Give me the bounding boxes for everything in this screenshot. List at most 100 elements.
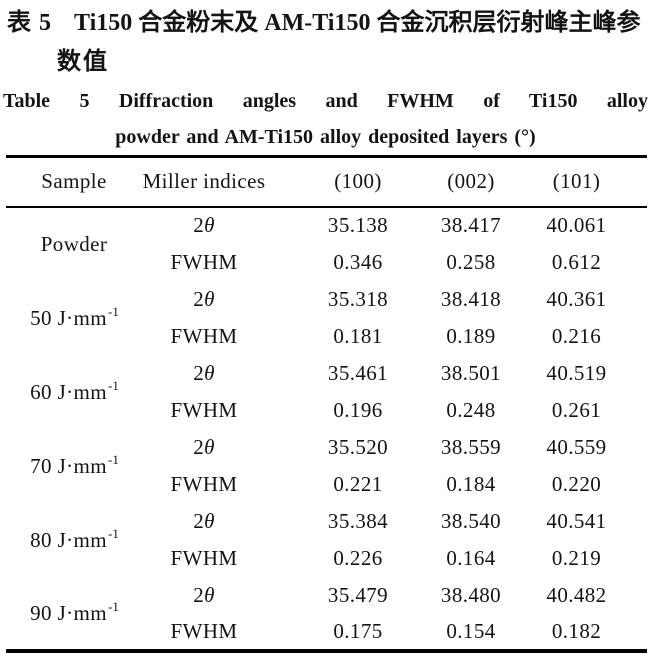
sample-cell: 80 J·mm-1 [6, 503, 142, 577]
table-row-2theta-0: Powder 2θ 35.138 38.417 40.061 [6, 207, 647, 256]
two-theta-number: 2 [193, 582, 205, 607]
two-theta-symbol: θ [204, 582, 215, 607]
caption-zh-line1: 表 5 Ti150 合金粉末及 AM-Ti150 合金沉积层衍射峰主峰参 [7, 5, 647, 43]
value-cell-2theta: 38.480 [440, 582, 502, 607]
header-101: (101) [552, 169, 601, 194]
sample-label: Powder [40, 231, 108, 256]
table-row-2theta-4: 80 J·mm-1 2θ 35.384 38.540 40.541 [6, 503, 647, 552]
value-cell-fwhm: 0.248 [446, 397, 496, 422]
value-cell-2theta: 35.520 [327, 434, 389, 459]
value-cell-fwhm: 0.181 [333, 323, 383, 348]
two-theta-symbol: θ [204, 360, 215, 385]
value-cell-2theta: 40.519 [546, 360, 607, 385]
value-cell-fwhm: 0.219 [551, 545, 602, 570]
row-label-fwhm: FWHM [170, 471, 238, 496]
sample-label: 90 J·mm [30, 600, 108, 625]
sample-cell: 70 J·mm-1 [6, 429, 142, 503]
value-cell-fwhm: 0.175 [333, 618, 383, 643]
header-sample: Sample [41, 169, 107, 194]
table-row-2theta-3: 70 J·mm-1 2θ 35.520 38.559 40.559 [6, 429, 647, 478]
value-cell-fwhm: 0.164 [446, 545, 496, 570]
value-cell-fwhm: 0.184 [446, 471, 496, 496]
value-cell-fwhm: 0.261 [551, 397, 602, 422]
sample-cell: 90 J·mm-1 [6, 577, 142, 651]
row-label-2theta: 2θ [142, 207, 266, 244]
row-label-2theta: 2θ [142, 577, 266, 614]
value-cell-fwhm: 0.196 [333, 397, 383, 422]
value-cell-fwhm: 0.182 [551, 618, 602, 643]
table-row-fwhm-3: FWHM 0.221 0.184 0.220 [6, 466, 647, 503]
row-label-fwhm: FWHM [170, 545, 238, 570]
value-cell-2theta: 40.361 [546, 286, 607, 311]
sample-exponent: -1 [108, 377, 119, 393]
row-label-fwhm: FWHM [170, 618, 238, 643]
value-cell-fwhm: 0.154 [446, 618, 496, 643]
two-theta-symbol: θ [204, 434, 215, 459]
table-header-row: Sample Miller indices (100) (002) (101) [6, 157, 647, 207]
sample-label: 60 J·mm [30, 379, 108, 404]
sample-cell: 50 J·mm-1 [6, 281, 142, 355]
sample-exponent: -1 [108, 525, 119, 541]
sample-label: 50 J·mm [30, 305, 108, 330]
sample-label: 80 J·mm [30, 527, 108, 552]
table-row-fwhm-5: FWHM 0.175 0.154 0.182 [6, 614, 647, 651]
header-miller-indices: Miller indices [142, 169, 266, 194]
value-cell-fwhm: 0.221 [333, 471, 383, 496]
sample-label: 70 J·mm [30, 453, 108, 478]
caption-zh-text: Ti150 合金粉末及 AM-Ti150 合金沉积层衍射峰主峰参 [74, 10, 641, 36]
sample-exponent: -1 [108, 451, 119, 467]
sample-exponent: -1 [108, 303, 119, 319]
value-cell-2theta: 35.318 [327, 286, 389, 311]
diffraction-table: Sample Miller indices (100) (002) (101) … [6, 155, 647, 653]
table-row-fwhm-4: FWHM 0.226 0.164 0.219 [6, 540, 647, 577]
sample-exponent: -1 [108, 598, 119, 614]
table-row-2theta-1: 50 J·mm-1 2θ 35.318 38.418 40.361 [6, 281, 647, 330]
caption-en-line1: Table 5 Diffraction angles and FWHM of T… [3, 90, 648, 112]
value-cell-fwhm: 0.220 [551, 471, 602, 496]
row-label-2theta: 2θ [142, 355, 266, 392]
sample-cell: Powder [6, 207, 142, 281]
value-cell-2theta: 38.417 [440, 213, 502, 237]
row-label-fwhm: FWHM [170, 249, 238, 274]
caption-zh-label: 表 5 [7, 10, 52, 36]
value-cell-2theta: 35.461 [327, 360, 389, 385]
value-cell-2theta: 38.559 [440, 434, 502, 459]
value-cell-fwhm: 0.346 [333, 249, 383, 274]
value-cell-2theta: 38.418 [440, 286, 502, 311]
table-row-2theta-5: 90 J·mm-1 2θ 35.479 38.480 40.482 [6, 577, 647, 625]
value-cell-2theta: 38.540 [440, 508, 502, 533]
two-theta-symbol: θ [204, 286, 215, 311]
caption-zh-line2: 数值 [57, 49, 109, 75]
value-cell-2theta: 40.541 [546, 508, 607, 533]
header-002: (002) [447, 169, 495, 194]
table-body: Powder 2θ 35.138 38.417 40.061 FWHM 0.346 0.258… [6, 207, 647, 651]
two-theta-number: 2 [193, 508, 205, 533]
value-cell-2theta: 35.384 [327, 508, 389, 533]
caption-en: Table 5 Diffraction angles and FWHM of T… [3, 83, 648, 155]
value-cell-2theta: 35.138 [327, 213, 389, 237]
two-theta-number: 2 [193, 213, 205, 237]
value-cell-2theta: 40.061 [546, 213, 607, 237]
table-row-fwhm-0: FWHM 0.346 0.258 0.612 [6, 244, 647, 281]
row-label-fwhm: FWHM [170, 397, 238, 422]
table-row-fwhm-2: FWHM 0.196 0.248 0.261 [6, 392, 647, 429]
value-cell-fwhm: 0.258 [446, 249, 496, 274]
two-theta-number: 2 [193, 286, 205, 311]
two-theta-symbol: θ [204, 508, 215, 533]
header-100: (100) [334, 169, 382, 194]
table-row-2theta-2: 60 J·mm-1 2θ 35.461 38.501 40.519 [6, 355, 647, 404]
two-theta-symbol: θ [204, 213, 215, 237]
value-cell-2theta: 40.482 [546, 582, 607, 607]
value-cell-fwhm: 0.226 [333, 545, 383, 570]
row-label-2theta: 2θ [142, 281, 266, 318]
row-label-2theta: 2θ [142, 503, 266, 540]
caption-zh: 表 5 Ti150 合金粉末及 AM-Ti150 合金沉积层衍射峰主峰参 数值 [0, 0, 653, 81]
row-label-2theta: 2θ [142, 429, 266, 466]
two-theta-number: 2 [193, 360, 205, 385]
sample-cell: 60 J·mm-1 [6, 355, 142, 429]
table-header: Sample Miller indices (100) (002) (101) [6, 157, 647, 207]
value-cell-fwhm: 0.216 [551, 323, 602, 348]
two-theta-number: 2 [193, 434, 205, 459]
caption-en-line2: powder and AM-Ti150 alloy deposited laye… [115, 126, 536, 148]
